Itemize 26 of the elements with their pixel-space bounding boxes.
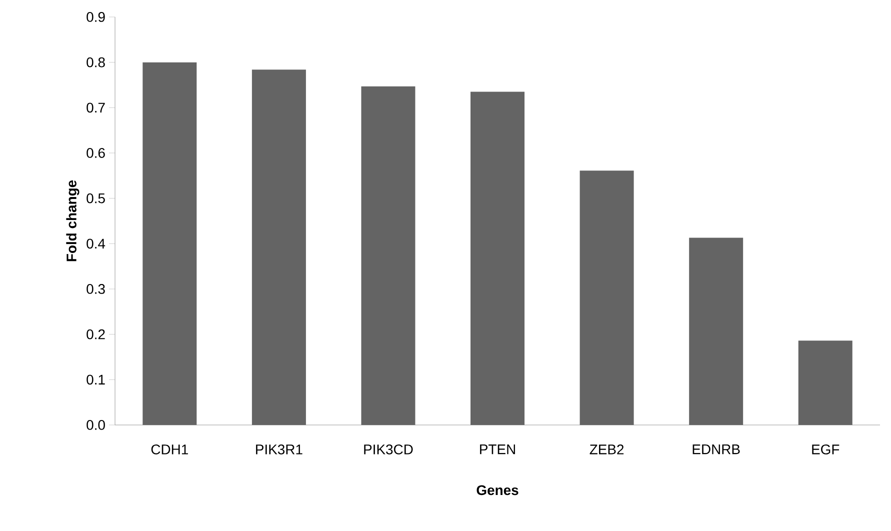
y-tick-label: 0.1 bbox=[86, 374, 105, 385]
x-tick-label: CDH1 bbox=[151, 444, 188, 454]
x-tick-label: EDNRB bbox=[692, 444, 740, 454]
x-tick-label: ZEB2 bbox=[590, 444, 624, 454]
y-tick-label: 0.0 bbox=[86, 420, 105, 430]
x-axis-title: Genes bbox=[476, 485, 518, 496]
y-tick-label: 0.7 bbox=[86, 102, 105, 113]
bar bbox=[361, 86, 416, 425]
bar bbox=[580, 170, 634, 425]
bar bbox=[252, 70, 306, 425]
bar bbox=[689, 238, 744, 425]
bar bbox=[798, 340, 852, 425]
x-tick-label: PIK3R1 bbox=[256, 444, 302, 454]
bar bbox=[142, 62, 197, 425]
y-tick-label: 0.6 bbox=[86, 148, 105, 158]
y-axis-title: Fold change bbox=[66, 180, 80, 262]
y-tick-label: 0.3 bbox=[86, 284, 105, 294]
y-tick-label: 0.5 bbox=[86, 193, 105, 204]
x-tick-label: PIK3CD bbox=[364, 444, 413, 454]
y-tick-label: 0.2 bbox=[86, 329, 105, 340]
y-tick-label: 0.4 bbox=[86, 238, 106, 249]
bar bbox=[470, 92, 525, 425]
x-tick-label: PTEN bbox=[480, 444, 515, 454]
x-tick-label: EGF bbox=[812, 444, 840, 454]
y-tick-label: 0.8 bbox=[86, 57, 105, 68]
y-tick-label: 0.9 bbox=[86, 12, 105, 22]
